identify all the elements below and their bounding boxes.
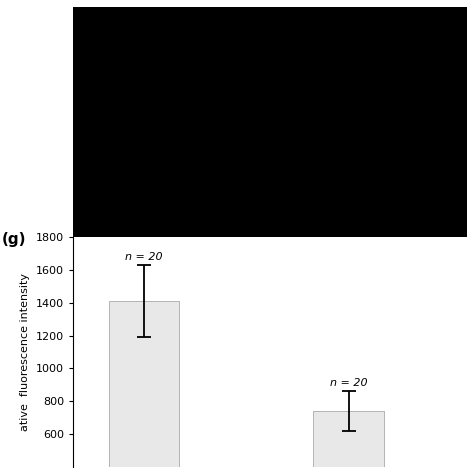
Bar [313,411,384,467]
Text: (g): (g) [2,232,27,247]
Text: n = 20: n = 20 [330,378,368,388]
Text: n = 20: n = 20 [125,252,163,262]
Bar [109,301,180,467]
Y-axis label: ative  fluorescence intensity: ative fluorescence intensity [20,273,30,431]
